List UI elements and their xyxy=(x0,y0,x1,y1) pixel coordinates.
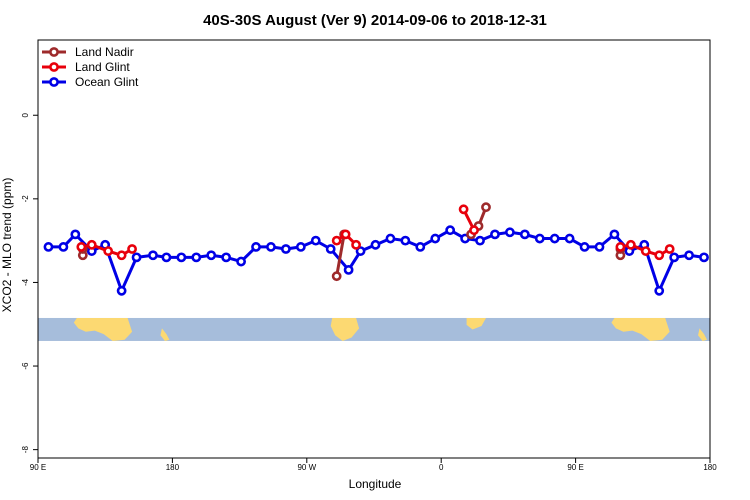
ocean-glint-point xyxy=(534,233,545,244)
legend-item-ocean-glint: Ocean Glint xyxy=(42,75,139,89)
ocean-glint-point xyxy=(221,252,232,263)
x-tick-label: 180 xyxy=(166,463,180,472)
land-nadir-line xyxy=(335,234,346,277)
ocean-glint-point xyxy=(191,252,202,263)
y-tick-label: -2 xyxy=(21,195,30,203)
y-tick-label: 0 xyxy=(21,112,30,117)
ocean-glint-point xyxy=(176,252,187,263)
legend-item-land-nadir: Land Nadir xyxy=(42,45,134,59)
ocean-glint-point xyxy=(251,242,261,252)
land-glint-point xyxy=(76,242,87,252)
land-africa xyxy=(466,317,486,330)
land-nadir-point xyxy=(331,271,342,282)
ocean-glint-point xyxy=(490,229,500,240)
ocean-glint-point xyxy=(70,229,81,240)
land-glint-point xyxy=(640,246,651,256)
land-glint-point xyxy=(340,229,351,240)
land-glint-point xyxy=(654,250,665,261)
land-glint-point xyxy=(103,246,114,256)
ocean-glint-point xyxy=(654,285,665,296)
legend-marker xyxy=(49,77,59,87)
ocean-glint-point xyxy=(280,244,291,254)
y-tick-label: -8 xyxy=(21,446,30,454)
chart-title: 40S-30S August (Ver 9) 2014-09-06 to 201… xyxy=(203,12,547,29)
series-land-glint xyxy=(76,204,675,261)
ocean-glint-point xyxy=(400,235,411,246)
legend-item-land-glint: Land Glint xyxy=(42,60,130,74)
ocean-glint-point xyxy=(43,242,54,252)
ocean-glint-point xyxy=(669,252,680,263)
ocean-glint-point xyxy=(609,229,620,240)
land-glint-point xyxy=(331,235,342,246)
land-australia-repeat xyxy=(611,317,670,341)
land-glint-point xyxy=(664,244,675,254)
x-tick-label: 90 W xyxy=(297,463,316,472)
ocean-glint-point xyxy=(594,242,605,252)
ocean-glint-point xyxy=(325,244,336,254)
y-tick-label: -6 xyxy=(21,362,30,370)
x-axis-label: Longitude xyxy=(349,477,402,491)
ocean-glint-point xyxy=(355,246,366,256)
land-glint-point xyxy=(458,204,469,215)
ocean-glint-point xyxy=(266,242,276,252)
x-tick-label: 180 xyxy=(703,463,717,472)
land-australia xyxy=(73,317,133,341)
ocean-glint-point xyxy=(236,256,246,267)
land-new-zealand-repeat xyxy=(698,328,708,341)
ocean-glint-point xyxy=(684,250,694,261)
y-axis: 0 -2 -4 -6 -8 xyxy=(21,112,38,453)
y-tick-label: -4 xyxy=(21,278,30,286)
ocean-glint-point xyxy=(206,250,217,261)
land-glint-point xyxy=(351,239,361,250)
map-ocean xyxy=(38,317,710,341)
plot-frame xyxy=(37,39,711,459)
ocean-glint-point xyxy=(131,252,142,263)
land-glint-point xyxy=(625,239,636,250)
ocean-glint-point xyxy=(116,285,127,296)
ocean-glint-point xyxy=(343,264,354,275)
ocean-glint-point xyxy=(475,235,485,246)
series-layer xyxy=(43,202,709,296)
y-axis-label: XCO2 - MLO trend (ppm) xyxy=(0,178,14,313)
land-glint-point xyxy=(615,242,626,252)
ocean-glint-point xyxy=(579,242,590,252)
land-new-zealand xyxy=(160,328,170,341)
ocean-glint-point xyxy=(148,250,158,261)
ocean-glint-point xyxy=(699,252,709,263)
ocean-glint-line xyxy=(48,228,705,293)
ocean-glint-point xyxy=(385,233,396,244)
legend-marker xyxy=(49,47,59,57)
land-glint-point xyxy=(469,225,479,236)
land-nadir-point xyxy=(481,202,491,213)
ocean-glint-point xyxy=(310,235,321,246)
land-glint-point xyxy=(86,239,97,250)
ocean-glint-point xyxy=(564,233,575,244)
ocean-glint-point xyxy=(549,233,560,244)
x-tick-label: 90 E xyxy=(567,463,583,472)
ocean-glint-point xyxy=(430,233,441,244)
land-glint-point xyxy=(127,244,137,254)
land-glint-point xyxy=(116,250,127,261)
legend-label: Ocean Glint xyxy=(75,75,139,89)
ocean-glint-point xyxy=(519,229,530,240)
x-axis: 90 E 180 90 W 0 90 E 180 xyxy=(30,458,717,472)
land-south-america xyxy=(330,317,360,341)
ocean-glint-point xyxy=(445,225,456,236)
ocean-glint-point xyxy=(415,242,426,252)
ocean-glint-point xyxy=(295,242,306,252)
x-tick-label: 0 xyxy=(439,463,444,472)
series-ocean-glint xyxy=(43,225,709,296)
legend-marker xyxy=(49,62,59,72)
ocean-glint-point xyxy=(161,252,172,263)
ocean-glint-point xyxy=(370,239,381,250)
legend-label: Land Glint xyxy=(75,60,130,74)
map-band xyxy=(38,317,710,341)
legend-label: Land Nadir xyxy=(75,45,134,59)
ocean-glint-point xyxy=(58,242,69,252)
ocean-glint-point xyxy=(504,227,515,238)
x-tick-label: 90 E xyxy=(30,463,46,472)
